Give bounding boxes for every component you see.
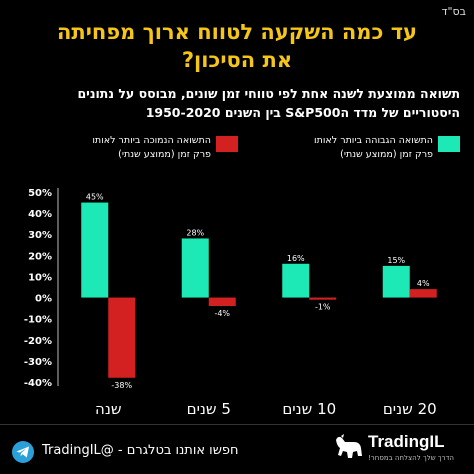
legend-swatch-low (216, 136, 238, 152)
brand-name: TradingIL (368, 432, 445, 451)
corner-mark: בס"ד (441, 5, 466, 18)
data-label: 15% (387, 256, 405, 265)
legend-label-high: התשואה הגבוהה ביותר לאותו פרק זמן (ממוצע… (314, 135, 433, 160)
legend-item-low: התשואה הנמוכה ביותר לאותו פרק זמן (ממוצע… (28, 134, 238, 162)
y-tick-label: 30% (28, 230, 52, 241)
subtitle-line-2: היסטוריים של מדד הS&P500 בין השנים 1950-… (145, 105, 460, 120)
data-label: -4% (214, 309, 230, 318)
x-tick-label: 5 שנים (187, 400, 231, 418)
legend-swatch-high (438, 136, 460, 152)
bar-low (208, 297, 236, 306)
data-label: -1% (315, 303, 331, 312)
legend-item-high: התשואה הגבוהה ביותר לאותו פרק זמן (ממוצע… (250, 134, 460, 162)
bar-high (282, 263, 310, 298)
page-title: עד כמה השקעה לטווח ארוך מפחיתה את הסיכון… (10, 18, 464, 74)
y-tick-label: 40% (28, 209, 52, 220)
bar-high (181, 238, 209, 298)
legend-label-low: התשואה הנמוכה ביותר לאותו פרק זמן (ממוצע… (92, 135, 211, 160)
bar-high (382, 265, 410, 298)
brand-logo: TradingIL הדרך שלך להצלחה במסחר! (334, 432, 462, 468)
data-label: 28% (186, 228, 204, 237)
title-line-2: את הסיכון? (181, 48, 293, 72)
y-tick-label: 20% (28, 251, 52, 262)
bar-high (81, 202, 109, 298)
bar-low (309, 297, 337, 300)
data-label: 4% (417, 279, 430, 288)
bull-icon (336, 434, 362, 458)
subtitle-line-1: תשואה ממוצעת לשנה אחת לפי טווחי זמן שוני… (77, 86, 460, 101)
bar-chart: 50% 40% 30% 20% 10% 0% -10% -20% -30% -40% 45% -38%… (24, 188, 437, 418)
brand-tagline: הדרך שלך להצלחה במסחר! (368, 454, 454, 462)
data-label: -38% (111, 381, 132, 390)
telegram-text[interactable]: חפשו אותנו בטלגרם - @TradingIL (42, 443, 239, 458)
subtitle: תשואה ממוצעת לשנה אחת לפי טווחי זמן שוני… (10, 84, 460, 122)
y-tick-label: 0% (35, 294, 52, 305)
x-tick-label: 20 שנים (383, 400, 437, 418)
title-line-1: עד כמה השקעה לטווח ארוך מפחיתה (56, 20, 418, 44)
y-tick-label: -20% (24, 336, 52, 347)
x-tick-label: 10 שנים (282, 400, 336, 418)
bar-low (409, 289, 437, 298)
y-tick-label: -10% (24, 315, 52, 326)
footer-divider (0, 424, 474, 425)
bar-low (108, 297, 136, 378)
y-tick-label: -30% (24, 357, 52, 368)
y-tick-label: 10% (28, 272, 52, 283)
data-label: 45% (86, 193, 104, 202)
y-tick-label: -40% (24, 378, 52, 389)
data-label: 16% (287, 254, 305, 263)
telegram-icon[interactable] (12, 441, 34, 463)
x-tick-label: שנה (95, 400, 121, 418)
y-tick-label: 50% (28, 188, 52, 199)
